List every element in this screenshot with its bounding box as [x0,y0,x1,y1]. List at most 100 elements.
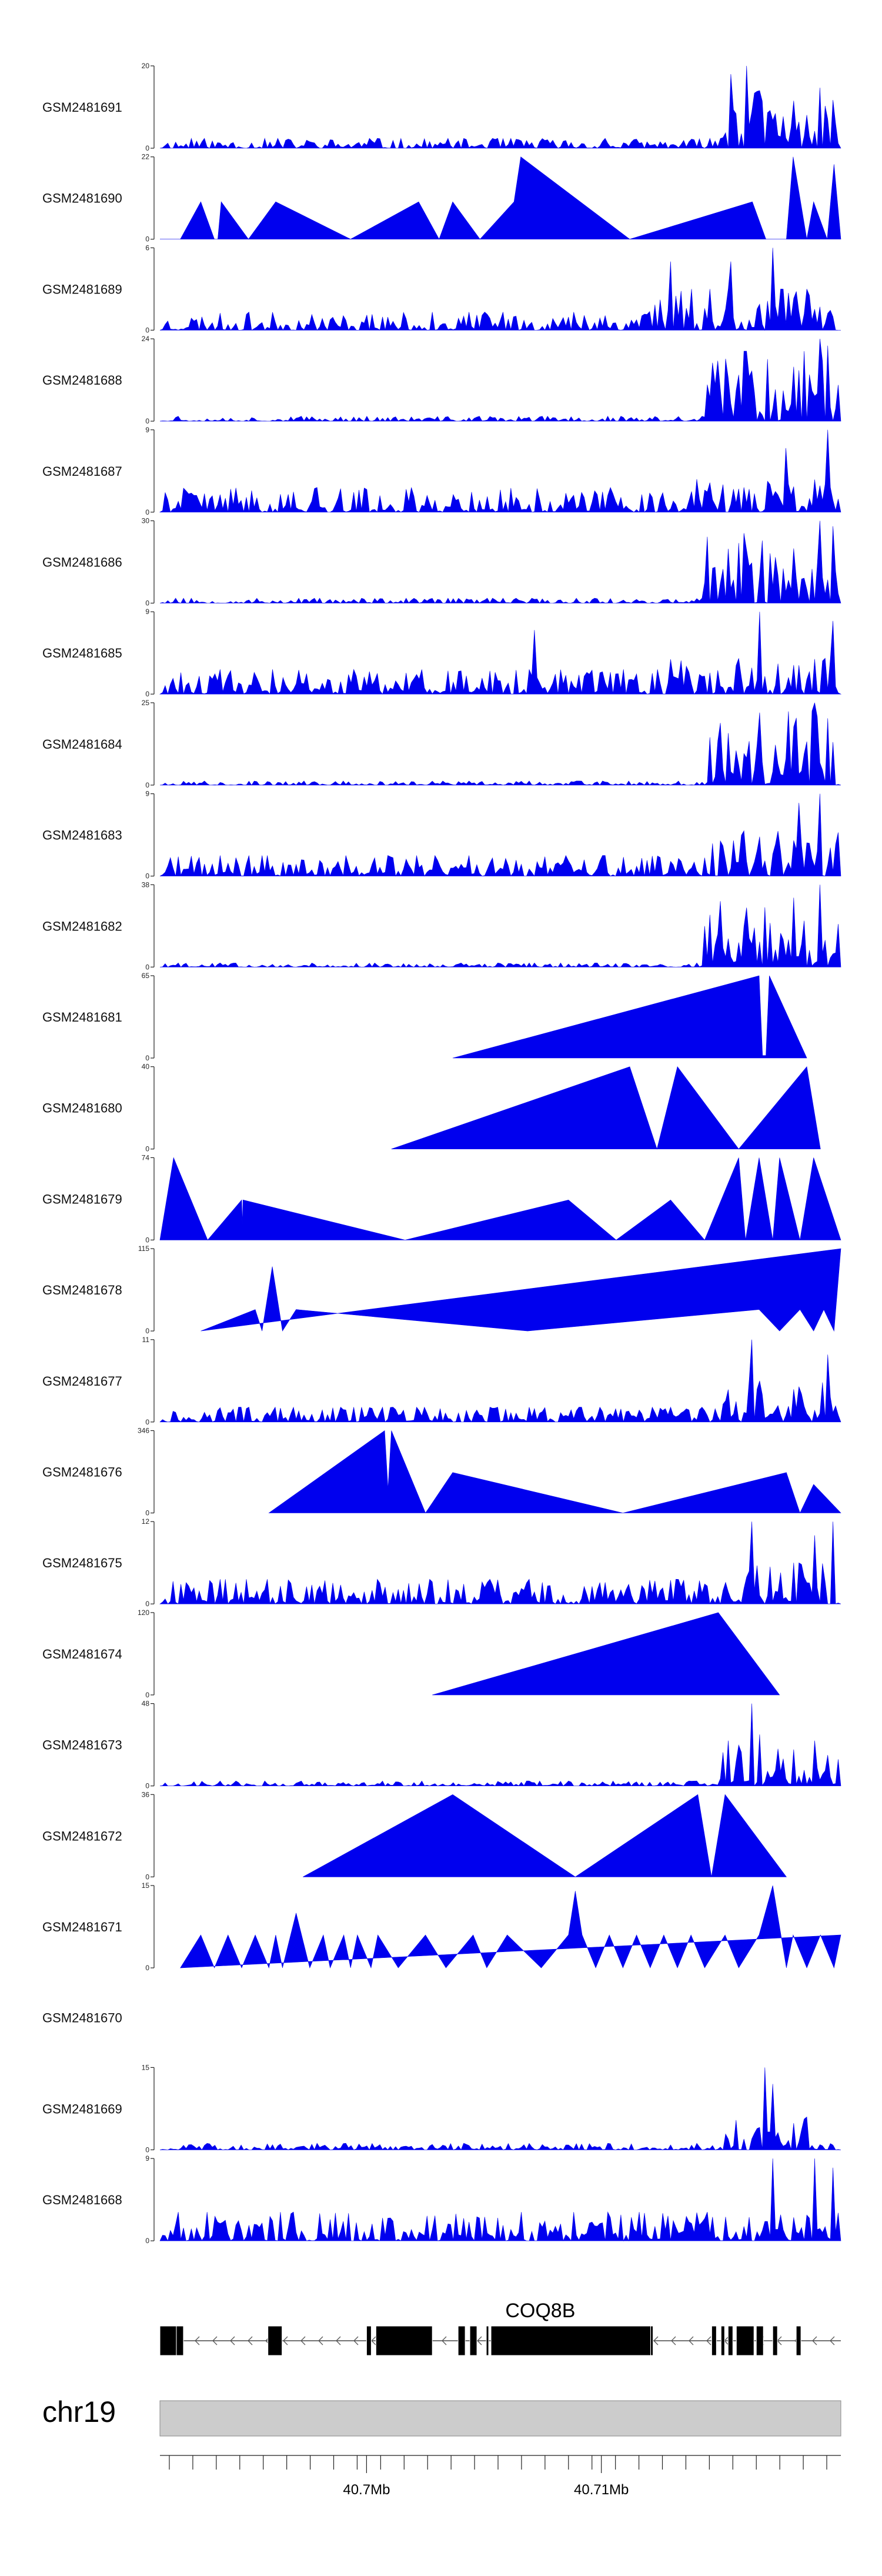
signal-area-GSM2481680 [391,1066,821,1150]
strand-arrow [195,2336,200,2345]
y-axis-max-label: 9 [145,608,149,616]
y-axis-max-label: 25 [142,699,150,707]
track-label: GSM2481688 [42,373,122,388]
track-label: GSM2481674 [42,1647,122,1661]
y-axis-max-label: 9 [145,790,149,798]
track-GSM2481682: GSM2481682 38 0 [42,880,841,971]
exon [736,2325,754,2356]
track-label: GSM2481682 [42,919,122,933]
track-GSM2481670: GSM2481670 [42,2011,122,2026]
signal-area-GSM2481682 [159,885,841,967]
strand-arrow [812,2336,817,2345]
signal-area-GSM2481683 [159,793,841,877]
y-axis-max-label: 30 [142,517,150,525]
signal-area-GSM2481675 [159,1521,841,1605]
exon [375,2325,433,2356]
track-label: GSM2481687 [42,464,122,479]
track-label: GSM2481675 [42,1556,122,1570]
signal-area-GSM2481672 [303,1794,787,1877]
track-label: GSM2481677 [42,1374,122,1389]
chromosome-track: chr19 [42,2395,841,2437]
chromosome-label: chr19 [42,2395,116,2428]
y-axis-zero-label: 0 [145,1145,149,1153]
strand-arrow [248,2336,253,2345]
strand-arrow [671,2336,676,2345]
y-axis-zero-label: 0 [145,1236,149,1244]
exon [366,2325,372,2356]
signal-area-GSM2481688 [159,339,841,422]
signal-area-GSM2481673 [159,1703,841,1787]
strand-arrow [442,2336,447,2345]
exon [457,2325,466,2356]
track-GSM2481687: GSM2481687 9 0 [42,426,841,516]
y-axis-max-label: 15 [142,2063,150,2071]
y-axis-max-label: 346 [138,1427,149,1435]
track-GSM2481684: GSM2481684 25 0 [42,699,841,789]
strand-arrow [353,2336,359,2345]
strand-arrow [300,2336,306,2345]
y-axis-max-label: 20 [142,62,150,70]
y-axis-zero-label: 0 [145,690,149,698]
exon [486,2325,489,2356]
track-label: GSM2481673 [42,1738,122,1753]
signal-area-GSM2481684 [159,702,841,786]
exon [711,2325,717,2356]
y-axis-zero-label: 0 [145,1418,149,1426]
signal-area-GSM2481689 [159,248,841,331]
track-GSM2481669: GSM2481669 15 0 [42,2063,841,2154]
track-label: GSM2481691 [42,100,122,115]
track-label: GSM2481689 [42,282,122,296]
y-axis-zero-label: 0 [145,781,149,789]
y-axis-zero-label: 0 [145,2145,149,2154]
y-axis-max-label: 115 [138,1244,149,1253]
strand-arrow [283,2336,288,2345]
y-axis-zero-label: 0 [145,963,149,971]
track-GSM2481689: GSM2481689 6 0 [42,243,841,334]
track-label: GSM2481679 [42,1192,122,1206]
chromosome-ideogram [159,2400,841,2437]
exon [756,2325,764,2356]
y-axis-zero-label: 0 [145,2237,149,2245]
y-axis-zero-label: 0 [145,1691,149,1699]
strand-arrow [318,2336,323,2345]
track-label: GSM2481672 [42,1828,122,1843]
y-axis-max-label: 38 [142,880,150,889]
coverage-tracks: GSM2481691200GSM2481690220GSM248168960GS… [42,62,842,2245]
track-GSM2481674: GSM2481674 120 0 [42,1609,780,1699]
gene-label: COQ8B [505,2300,575,2322]
y-axis-zero-label: 0 [145,1782,149,1790]
y-axis-max-label: 15 [142,1881,150,1890]
track-GSM2481677: GSM2481677 11 0 [42,1336,841,1426]
exon [772,2325,778,2356]
exon [490,2325,652,2356]
track-GSM2481671: GSM2481671 15 0 [42,1881,841,1972]
track-GSM2481685: GSM2481685 9 0 [42,608,842,698]
y-axis-max-label: 48 [142,1700,150,1708]
y-axis-max-label: 36 [142,1790,150,1798]
track-label: GSM2481670 [42,2011,122,2026]
track-label: GSM2481668 [42,2193,122,2207]
exon [176,2325,184,2356]
signal-area-GSM2481669 [159,2067,841,2151]
signal-area-GSM2481685 [159,612,842,695]
signal-area-GSM2481671 [180,1885,841,1969]
strand-arrow [477,2336,482,2345]
signal-area-GSM2481681 [452,975,807,1059]
track-label: GSM2481685 [42,646,122,660]
exon [469,2325,477,2356]
track-GSM2481690: GSM2481690 22 0 [42,153,841,243]
exon [796,2325,801,2356]
genome-axis: 40.7Mb 40.71Mb [160,2455,841,2498]
y-axis-max-label: 74 [142,1153,150,1162]
y-axis-max-label: 12 [142,1517,150,1526]
strand-arrow [212,2336,218,2345]
y-axis-zero-label: 0 [145,326,149,334]
genome-axis-label: 40.71Mb [574,2482,629,2498]
signal-area-GSM2481686 [159,520,841,603]
strand-arrow [689,2336,694,2345]
y-axis-zero-label: 0 [145,1509,149,1517]
y-axis-zero-label: 0 [145,1873,149,1881]
y-axis-zero-label: 0 [145,1600,149,1608]
track-GSM2481672: GSM2481672 36 0 [42,1790,787,1881]
